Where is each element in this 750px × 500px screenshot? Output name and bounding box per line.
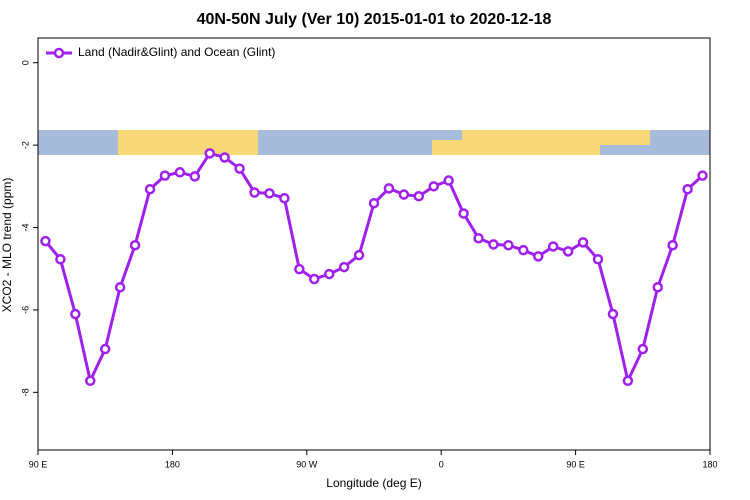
- data-point: [99, 343, 111, 355]
- data-point: [383, 183, 395, 194]
- x-tick-label: 180: [165, 459, 180, 469]
- data-point: [697, 170, 708, 181]
- data-point: [189, 171, 201, 182]
- y-tick-label: -6: [20, 306, 30, 314]
- data-point: [249, 187, 260, 198]
- data-point: [488, 239, 499, 250]
- y-tick-label: -2: [20, 141, 30, 149]
- data-point: [219, 152, 230, 163]
- y-tick-label: -4: [20, 224, 30, 232]
- y-tick-label: 0: [20, 60, 30, 65]
- data-point: [129, 239, 141, 251]
- data-point: [85, 375, 96, 387]
- data-point: [174, 167, 186, 178]
- data-point: [70, 308, 81, 320]
- x-tick-label: 90 W: [296, 459, 318, 469]
- data-point: [622, 375, 634, 387]
- data-point: [682, 183, 693, 195]
- data-point: [323, 268, 335, 280]
- data-point: [338, 261, 350, 273]
- data-point: [40, 235, 51, 247]
- x-tick-label: 180: [702, 459, 717, 469]
- data-point: [607, 308, 619, 320]
- data-point: [428, 181, 439, 192]
- data-point: [443, 175, 454, 186]
- legend-label: Land (Nadir&Glint) and Ocean (Glint): [78, 45, 275, 59]
- data-point: [55, 253, 66, 265]
- data-point: [294, 263, 305, 275]
- data-point: [309, 273, 320, 285]
- data-point: [518, 244, 529, 256]
- data-point: [279, 193, 290, 204]
- x-tick-label: 0: [439, 459, 444, 469]
- x-axis-label: Longitude (deg E): [326, 476, 421, 490]
- data-point: [562, 246, 574, 257]
- data-point: [234, 163, 245, 174]
- data-point: [368, 197, 380, 209]
- data-point: [503, 239, 514, 251]
- y-axis-label: XCO2 - MLO trend (ppm): [0, 178, 14, 313]
- map-strip: [38, 130, 710, 155]
- legend-marker: [53, 47, 65, 59]
- data-point: [114, 282, 126, 293]
- data-point: [533, 251, 544, 262]
- data-point: [667, 239, 678, 251]
- data-point: [398, 189, 410, 200]
- x-tick-label: 90 E: [29, 459, 48, 469]
- data-point: [652, 282, 663, 293]
- data-point: [577, 237, 589, 248]
- series-line: [44, 151, 704, 386]
- chart-title: 40N-50N July (Ver 10) 2015-01-01 to 2020…: [197, 11, 552, 28]
- data-point: [144, 183, 156, 195]
- plot-frame: [37, 37, 711, 451]
- data-point: [547, 241, 559, 252]
- data-point: [458, 208, 469, 219]
- data-point: [637, 343, 649, 355]
- data-point: [264, 188, 275, 199]
- data-point: [353, 249, 365, 261]
- data-point: [592, 253, 604, 265]
- y-tick-label: -8: [20, 388, 30, 396]
- data-point: [159, 170, 171, 181]
- data-point: [204, 148, 215, 159]
- x-tick-label: 90 E: [566, 459, 585, 469]
- data-point: [413, 190, 425, 202]
- data-point: [473, 232, 484, 244]
